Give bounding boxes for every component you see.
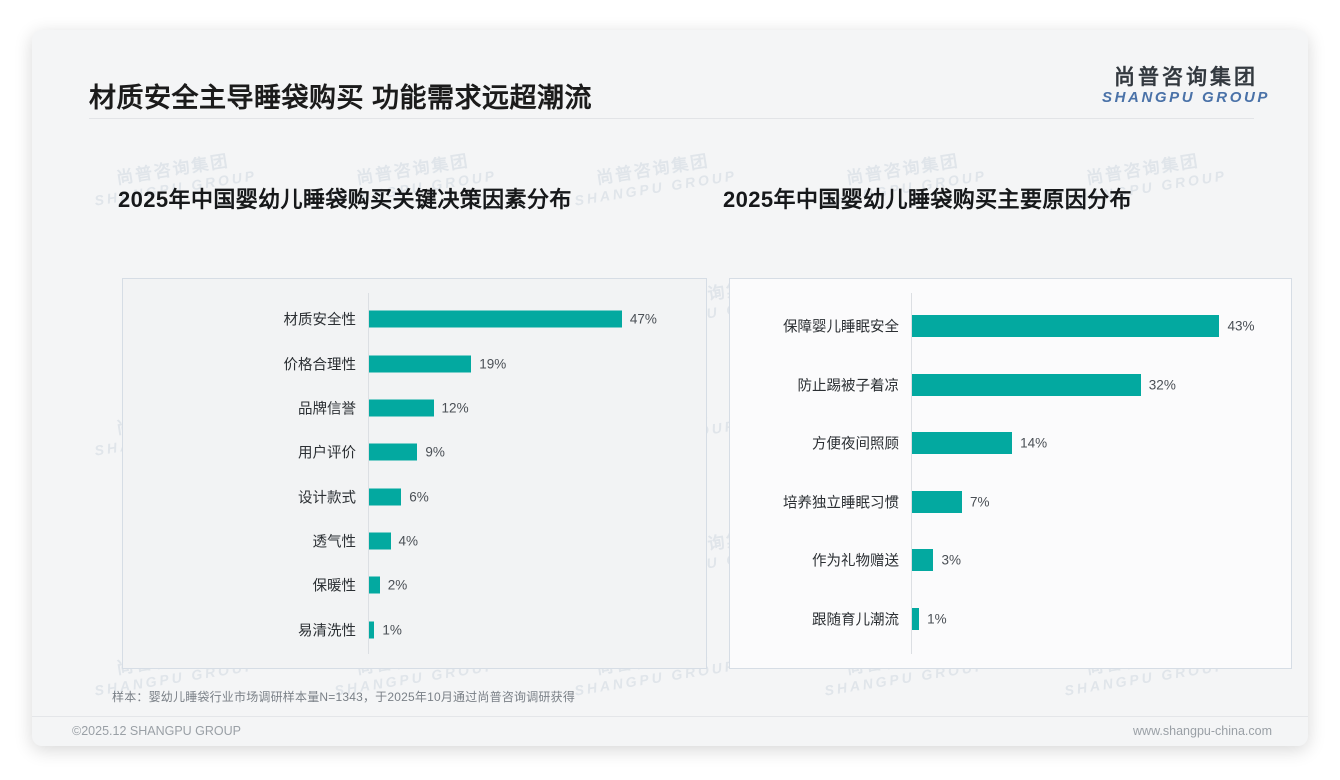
slide-header: 材质安全主导睡袋购买 功能需求远超潮流 尚普咨询集团 SHANGPU GROUP [32,30,1308,120]
bar [369,443,418,461]
slide-card: 尚普咨询集团 SHANGPU GROUP 尚普咨询集团 SHANGPU GROUP 尚普… [32,30,1308,746]
bar [912,607,920,630]
slide-footer: ©2025.12 SHANGPU GROUP www.shangpu-china… [32,717,1308,746]
bar-category-label: 透气性 [312,534,357,551]
bar [369,399,434,417]
bar-category-label: 防止踢被子着凉 [797,378,900,395]
bar-value-label: 19% [479,356,507,372]
bar-row: 品牌信誉 12% [123,386,706,430]
bar [912,490,963,513]
bar-value-label: 6% [409,489,429,505]
bar-plot-left: 材质安全性 47% 价格合理性 19% 品牌信誉 12% 用户评价 9% 设计款式 6% 透气性 4%… [123,279,706,668]
bar [369,532,391,550]
brand-logo: 尚普咨询集团 SHANGPU GROUP [1102,66,1270,106]
bar-row: 设计款式 6% [123,475,706,519]
bar-category-label: 设计款式 [298,490,356,507]
bar-category-label: 保障婴儿睡眠安全 [783,319,899,336]
bar-category-label: 培养独立睡眠习惯 [783,495,899,512]
bar-row: 保暖性 2% [123,563,706,607]
bar-row: 防止踢被子着凉 32% [730,356,1291,415]
bar [369,621,375,639]
chart-title-left: 2025年中国婴幼儿睡袋购买关键决策因素分布 [118,187,572,212]
bar-row: 价格合理性 19% [123,341,706,385]
bar-category-label: 作为礼物赠送 [812,553,899,570]
bar [369,355,472,373]
bar-value-label: 14% [1020,435,1048,451]
bar-row: 用户评价 9% [123,430,706,474]
bar-category-label: 品牌信誉 [298,401,356,418]
page-title: 材质安全主导睡袋购买 功能需求远超潮流 [89,83,593,113]
footer-divider [32,716,1308,717]
bar [912,549,934,572]
bar-category-label: 易清洗性 [298,623,356,640]
bar-category-label: 方便夜间照顾 [812,436,899,453]
bar-row: 作为礼物赠送 3% [730,531,1291,590]
bar-value-label: 7% [970,494,990,510]
bar-value-label: 1% [927,611,947,627]
bar-value-label: 2% [387,577,408,593]
bar-row: 跟随育儿潮流 1% [730,590,1291,649]
bar-value-label: 32% [1148,377,1176,393]
bar-category-label: 材质安全性 [283,312,357,329]
brand-logo-cn: 尚普咨询集团 [1114,66,1258,89]
bar-category-label: 价格合理性 [283,357,357,374]
chart-panel-left: 材质安全性 47% 价格合理性 19% 品牌信誉 12% 用户评价 9% 设计款式 6% 透气性 4%… [122,278,707,669]
bar-row: 方便夜间照顾 14% [730,414,1291,473]
bar [369,310,622,328]
bar-row: 保障婴儿睡眠安全 43% [730,297,1291,356]
bar-value-label: 47% [629,311,657,327]
bar-category-label: 跟随育儿潮流 [812,612,899,629]
bar [912,315,1220,338]
bar-value-label: 9% [425,444,445,460]
bar [369,488,402,506]
chart-panel-right: 保障婴儿睡眠安全 43% 防止踢被子着凉 32% 方便夜间照顾 14% 培养独立睡眠习惯 7%… [729,278,1292,669]
chart-title-right: 2025年中国婴幼儿睡袋购买主要原因分布 [723,187,1132,212]
bar-row: 透气性 4% [123,519,706,563]
header-divider [89,118,1254,119]
brand-logo-en: SHANGPU GROUP [1102,88,1270,106]
bar [912,373,1141,396]
bar-value-label: 12% [441,400,469,416]
axis-line-right [911,293,912,654]
bar-row: 培养独立睡眠习惯 7% [730,473,1291,532]
charts-area: 2025年中国婴幼儿睡袋购买关键决策因素分布 材质安全性 47% 价格合理性 19% 品… [32,120,1308,680]
sample-footnote: 样本：婴幼儿睡袋行业市场调研样本量N=1343，于2025年10月通过尚普咨询调… [112,690,576,704]
bar [369,576,380,594]
bar-plot-right: 保障婴儿睡眠安全 43% 防止踢被子着凉 32% 方便夜间照顾 14% 培养独立睡眠习惯 7%… [730,279,1291,668]
bar-value-label: 4% [398,533,419,549]
bar-category-label: 用户评价 [298,445,356,462]
bar-value-label: 43% [1227,318,1255,334]
bar-value-label: 1% [382,622,402,638]
bar-category-label: 保暖性 [312,578,357,595]
bar-row: 材质安全性 47% [123,297,706,341]
bar-value-label: 3% [941,552,961,568]
bar-row: 易清洗性 1% [123,608,706,652]
copyright-text: ©2025.12 SHANGPU GROUP [72,724,241,738]
bar [912,432,1013,455]
axis-line-left [368,293,369,654]
website-url[interactable]: www.shangpu-china.com [1133,724,1272,738]
